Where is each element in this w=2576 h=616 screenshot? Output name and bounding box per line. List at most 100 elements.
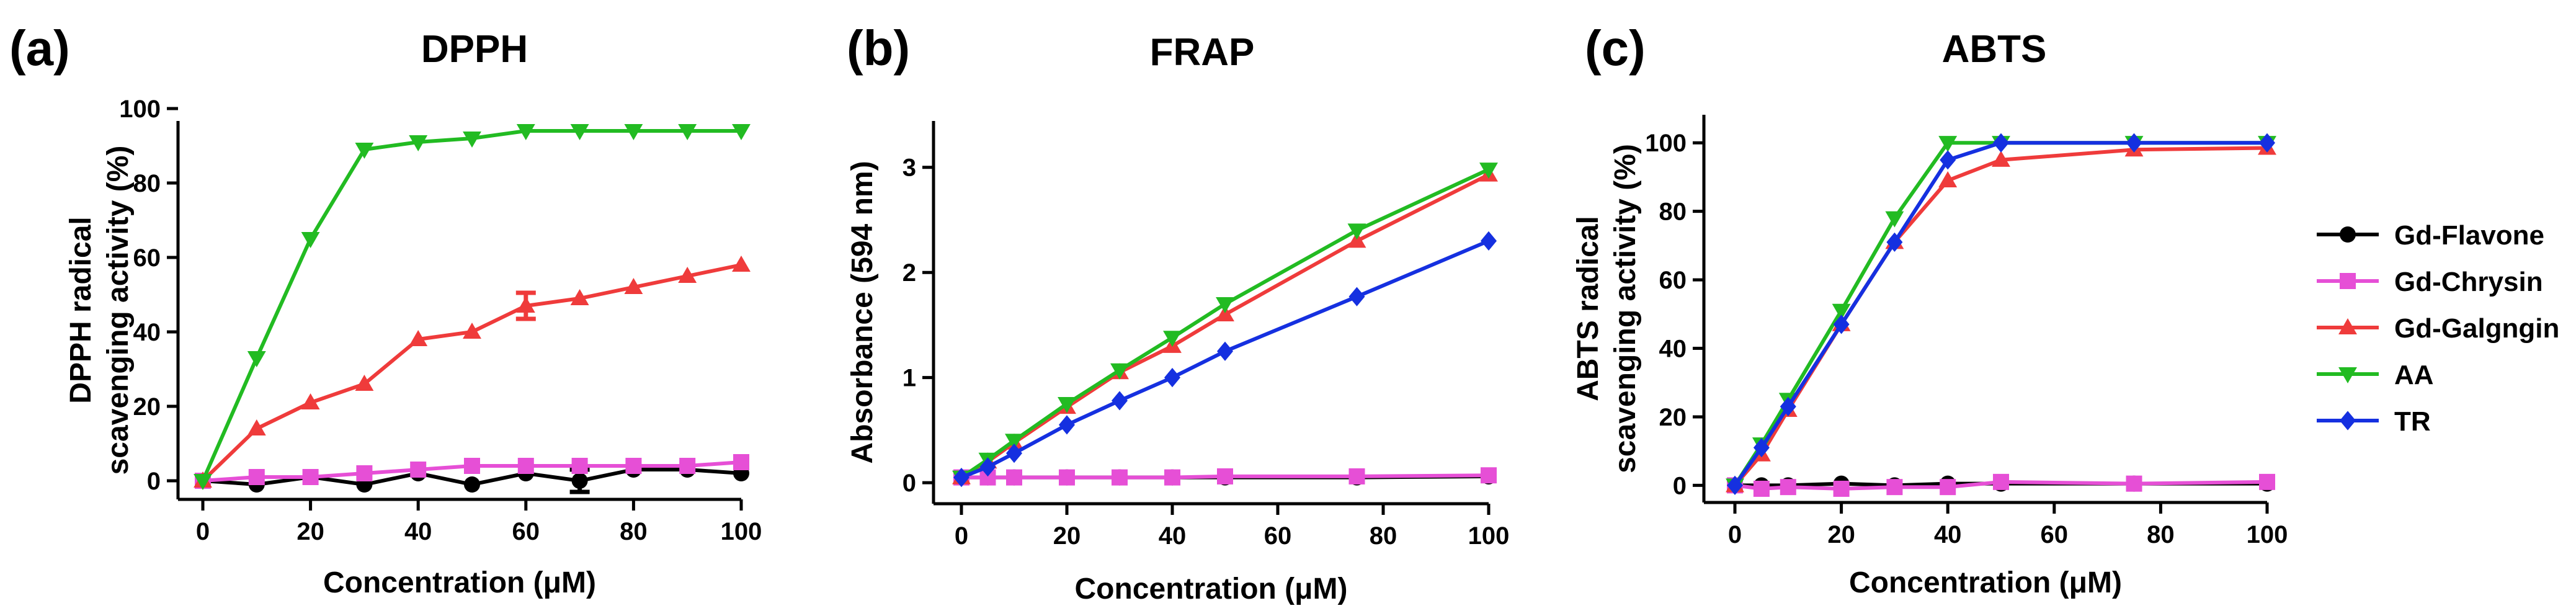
panel-frap-x-tick-label: 0 [955, 522, 968, 550]
panel-abts-point-tr [1886, 232, 1903, 252]
legend-label: Gd-Chrysin [2394, 267, 2543, 297]
panel-dpph-point-gd-flavone [571, 473, 588, 489]
panel-frap-point-tr [1006, 444, 1022, 463]
panel-abts-series-tr [1727, 133, 2275, 495]
panel-dpph-letter: (a) [9, 20, 70, 76]
panel-abts-point-aa [1885, 211, 1904, 228]
panel-frap-point-aa [1058, 396, 1076, 413]
panel-dpph-point-aa [409, 135, 428, 151]
panel-frap-y-tick-label: 3 [902, 154, 916, 182]
panel-dpph-series-gd-galgngin [194, 256, 751, 488]
panel-abts-point-gd-chrysin [1993, 473, 2009, 490]
panel-frap-point-aa [1110, 363, 1129, 380]
panel-frap-series-tr [953, 231, 1497, 488]
panel-abts-series-gd-galgngin [1726, 138, 2276, 493]
legend-marker-gd-galgngin [2338, 318, 2357, 335]
panel-dpph: (a) DPPH 0 20 40 60 80 100 0 20 40 60 80 100 Concentra… [9, 20, 762, 599]
panel-dpph-x-tick-label: 40 [404, 518, 432, 545]
legend-entry-gd-galgngin: Gd-Galgngin [2317, 313, 2559, 344]
panel-frap-line-gd-galgngin [960, 172, 1490, 480]
panel-dpph-y-tick-label: 100 [119, 96, 161, 123]
panel-abts-y-tick-label: 100 [1645, 130, 1687, 157]
panel-abts-x-tick-label: 80 [2147, 521, 2175, 548]
panel-dpph-point-gd-chrysin [571, 458, 588, 474]
panel-abts-point-tr [2126, 133, 2142, 153]
panel-dpph-point-gd-chrysin [625, 458, 642, 474]
panel-dpph-x-axis-label: Concentration (μM) [323, 566, 596, 599]
panel-frap-title: FRAP [1150, 31, 1255, 74]
panel-frap-point-gd-galgngin [1347, 231, 1366, 248]
panel-abts-point-aa [1832, 303, 1851, 320]
panel-dpph-x-tick-label: 60 [512, 518, 540, 545]
panel-abts-x-tick-label: 20 [1827, 521, 1855, 548]
panel-dpph-point-gd-galgngin [247, 419, 266, 436]
panel-frap-point-gd-chrysin [1217, 468, 1233, 484]
panel-dpph-y-tick-label: 0 [147, 468, 161, 495]
panel-abts-point-gd-chrysin [1940, 479, 1956, 496]
panel-abts-y-tick-label: 20 [1659, 404, 1687, 431]
panel-dpph-y-tick-label: 60 [133, 244, 161, 272]
panel-abts-point-tr [1753, 438, 1770, 458]
panel-frap-y-axis-label: Absorbance (594 nm) [846, 161, 879, 463]
panel-abts-point-tr [1833, 315, 1850, 334]
panel-frap-point-gd-galgngin [1216, 305, 1234, 322]
panel-dpph-point-aa [194, 473, 212, 490]
panel-abts-point-gd-galgngin [1992, 150, 2010, 167]
panel-frap-y-tick-label: 1 [902, 365, 916, 392]
legend-entry-gd-flavone: Gd-Flavone [2317, 220, 2544, 251]
panel-frap-y-tick-label: 2 [902, 259, 916, 287]
panel-abts-x-tick-label: 40 [1934, 521, 1962, 548]
panel-abts-point-gd-chrysin [2126, 475, 2142, 492]
panel-abts-series-aa [1726, 136, 2276, 495]
panel-frap-point-gd-chrysin [1059, 469, 1075, 486]
panel-abts-point-gd-chrysin [1833, 480, 1850, 497]
panel-abts-point-tr [1993, 133, 2009, 153]
legend-entry-gd-chrysin: Gd-Chrysin [2317, 267, 2543, 297]
panel-abts-point-gd-chrysin [2259, 473, 2275, 490]
panel-dpph-y-axis-label: DPPH radical [65, 216, 97, 403]
panel-dpph-y-tick-label: 40 [133, 319, 161, 346]
panel-frap-point-gd-chrysin [1164, 469, 1180, 486]
panel-dpph-point-gd-chrysin [302, 469, 319, 485]
panel-dpph-point-gd-galgngin [301, 393, 320, 410]
legend-marker-gd-flavone [2340, 226, 2356, 243]
panel-abts-y-axis-label: ABTS radical [1572, 216, 1605, 401]
panel-frap-point-aa [1005, 434, 1023, 450]
panel-dpph-point-gd-galgngin [516, 297, 535, 313]
panel-dpph-y-axis-label: scavenging activity (%) [102, 146, 135, 475]
panel-dpph-point-gd-chrysin [679, 458, 696, 474]
panel-dpph-point-gd-galgngin [570, 289, 589, 306]
legend-entry-tr: TR [2317, 406, 2431, 437]
panel-abts-x-axis-label: Concentration (μM) [1849, 566, 2122, 599]
panel-dpph-point-gd-galgngin [409, 330, 428, 347]
panel-frap-series-gd-chrysin [953, 467, 1497, 486]
panel-frap-series-gd-galgngin [952, 165, 1498, 484]
panel-frap-point-tr [1217, 341, 1233, 361]
panel-abts-line-aa [1733, 141, 2267, 487]
panel-abts-x-tick-label: 0 [1728, 521, 1742, 548]
legend-marker-gd-chrysin [2340, 273, 2356, 289]
panel-dpph-point-aa [732, 123, 751, 140]
panel-frap-point-aa [1479, 163, 1498, 179]
panel-abts-line-gd-galgngin [1733, 146, 2268, 487]
panel-frap-y-tick-label: 0 [902, 470, 916, 497]
panel-abts-letter: (c) [1585, 20, 1646, 76]
panel-frap-point-tr [1059, 415, 1075, 435]
panel-abts-point-gd-chrysin [1753, 480, 1770, 497]
panel-frap-x-axis-label: Concentration (μM) [1075, 573, 1348, 605]
panel-dpph-point-aa [678, 123, 697, 140]
legend-entry-aa: AA [2317, 360, 2434, 390]
panel-dpph-y-tick-label: 80 [133, 170, 161, 197]
panel-dpph-line-aa [201, 129, 741, 482]
panel-dpph-point-aa [516, 123, 535, 140]
legend-label: Gd-Flavone [2394, 220, 2544, 251]
panel-dpph-point-gd-chrysin [410, 462, 427, 478]
panel-dpph-point-gd-galgngin [732, 256, 751, 272]
panel-abts-x-tick-label: 60 [2041, 521, 2069, 548]
panel-abts-point-tr [1780, 396, 1796, 416]
panel-abts-point-gd-chrysin [1886, 479, 1903, 496]
legend-label: AA [2394, 360, 2434, 390]
panel-frap-x-tick-label: 20 [1053, 522, 1081, 550]
